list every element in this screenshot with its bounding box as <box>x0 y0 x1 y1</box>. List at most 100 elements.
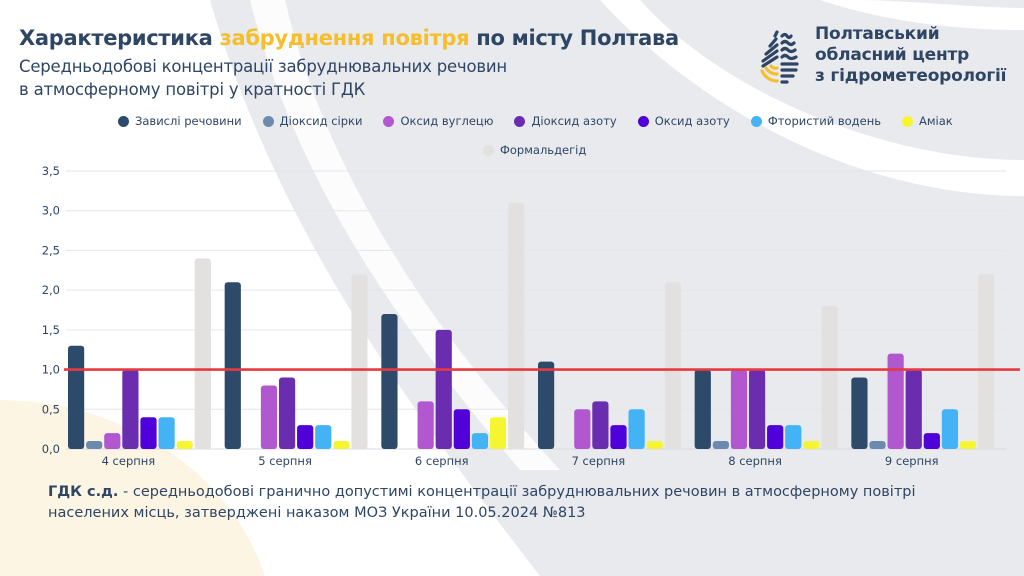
background-white-arc-2 <box>820 0 1024 30</box>
y-tick-label: 3,5 <box>42 164 60 178</box>
bar-2-4 <box>730 369 748 449</box>
legend-dot-icon <box>514 115 526 127</box>
legend-item[interactable]: Аміак <box>902 114 953 128</box>
legend-dot-icon <box>483 144 494 156</box>
bar-chart: 0,0 0,5 1,0 1,5 2,0 2,5 3,0 3,5 4 серпня 5 серпня… <box>42 164 1020 468</box>
bar-4-2 <box>453 409 470 449</box>
legend-item[interactable]: Завислі речовини <box>118 114 242 128</box>
legend-dot-icon <box>262 115 274 127</box>
bar-7-1 <box>351 274 368 449</box>
bar-5-5 <box>941 409 959 449</box>
bar-1-4 <box>712 441 729 449</box>
organization-name: Полтавський обласний центр з гідрометеор… <box>815 24 1006 87</box>
legend-label: Оксид азоту <box>654 114 730 128</box>
legend-label: Фтористий водень <box>767 114 881 128</box>
bar-2-3 <box>574 409 591 449</box>
water-drop-logo-icon <box>760 30 799 84</box>
bar-2-1 <box>260 385 278 449</box>
legend-dot-icon <box>637 115 649 127</box>
title-part1: Характеристика <box>19 26 220 50</box>
bar-7-2 <box>508 202 525 449</box>
page-title: Характеристика забруднення повітря по мі… <box>19 26 679 50</box>
bar-3-3 <box>592 401 609 449</box>
footnote-line2: населених місць, затверджені наказом МОЗ… <box>48 505 586 521</box>
bar-6-5 <box>959 441 977 449</box>
legend-item[interactable]: Оксид вуглецю <box>383 114 493 128</box>
x-tick-label: 4 серпня <box>102 454 156 468</box>
legend-item[interactable]: Діоксид азоту <box>514 114 617 128</box>
y-tick-label: 3,0 <box>42 204 60 218</box>
bar-6-0 <box>176 441 193 449</box>
x-tick-label: 5 серпня <box>258 454 312 468</box>
legend-label: Завислі речовини <box>135 114 242 128</box>
legend-dot-icon <box>902 115 913 127</box>
bar-3-0 <box>122 369 139 449</box>
x-tick-label: 7 серпня <box>572 454 626 468</box>
bar-5-1 <box>315 425 332 449</box>
bar-5-2 <box>471 433 489 449</box>
footnote-line1: ГДК с.д. - середньодобові гранично допус… <box>48 482 916 503</box>
legend-dot-icon <box>118 115 129 127</box>
legend-item[interactable]: Формальдегід <box>483 143 586 157</box>
y-tick-label: 2,5 <box>42 243 60 257</box>
bar-0-2 <box>381 313 398 449</box>
bar-4-3 <box>610 425 627 449</box>
y-tick-label: 2,0 <box>42 283 60 297</box>
bar-6-2 <box>489 417 507 449</box>
background-white-band <box>250 0 560 470</box>
background-warm-arc <box>0 400 265 576</box>
legend-label: Формальдегід <box>500 143 587 157</box>
bar-5-3 <box>628 409 645 449</box>
legend-label: Діоксид азоту <box>531 114 617 128</box>
bar-4-0 <box>140 417 157 449</box>
legend-label: Діоксид сірки <box>279 114 363 128</box>
bar-7-5 <box>978 274 995 449</box>
bar-5-4 <box>785 425 802 449</box>
bar-1-0 <box>86 441 103 449</box>
page-subtitle: Середньодобові концентрації забруднюваль… <box>19 55 507 101</box>
bar-2-2 <box>417 401 434 449</box>
footnote-text1: - середньодобові гранично допустимі конц… <box>118 484 916 500</box>
x-tick-label: 8 серпня <box>728 454 782 468</box>
footnote-term: ГДК с.д. <box>48 484 119 500</box>
legend-item[interactable]: Оксид азоту <box>637 114 730 128</box>
legend-label: Оксид вуглецю <box>400 114 494 128</box>
bar-4-5 <box>923 433 940 449</box>
legend-item[interactable]: Фтористий водень <box>750 114 881 128</box>
bar-6-1 <box>333 441 350 449</box>
bar-0-5 <box>851 377 868 449</box>
bar-1-5 <box>869 441 886 449</box>
bar-6-3 <box>646 441 663 449</box>
y-tick-label: 1,5 <box>42 323 60 337</box>
background-white-arc <box>600 0 1024 196</box>
bar-3-5 <box>905 369 922 449</box>
legend-label: Аміак <box>919 114 953 128</box>
bar-0-1 <box>224 282 241 449</box>
bar-5-0 <box>158 417 175 449</box>
legend-item[interactable]: Діоксид сірки <box>262 114 363 128</box>
y-tick-label: 1,0 <box>42 363 60 377</box>
bar-2-5 <box>887 353 904 449</box>
bar-4-4 <box>767 425 784 449</box>
bar-7-3 <box>664 282 681 449</box>
bar-4-1 <box>297 425 314 449</box>
bar-0-0 <box>68 345 85 449</box>
y-tick-label: 0,5 <box>42 402 60 416</box>
y-tick-label: 0,0 <box>42 442 60 456</box>
subtitle-line2: в атмосферному повітрі у кратності ГДК <box>19 80 366 99</box>
bar-7-0 <box>194 258 211 449</box>
legend-row-1: Завислі речовини Діоксид сірки Оксид вугле… <box>118 114 974 128</box>
subtitle-line1: Середньодобові концентрації забруднюваль… <box>19 57 508 76</box>
bar-3-1 <box>278 377 296 449</box>
bar-3-2 <box>435 329 452 449</box>
legend-dot-icon <box>750 115 762 127</box>
x-tick-label: 6 серпня <box>415 454 469 468</box>
org-line3: з гідрометеорології <box>815 66 1007 86</box>
footnote: ГДК с.д. - середньодобові гранично допус… <box>48 482 916 524</box>
x-tick-label: 9 серпня <box>885 454 939 468</box>
org-line2: обласний центр <box>815 45 970 65</box>
bar-7-4 <box>821 306 838 449</box>
bar-0-3 <box>538 361 555 449</box>
bar-3-4 <box>748 369 766 449</box>
